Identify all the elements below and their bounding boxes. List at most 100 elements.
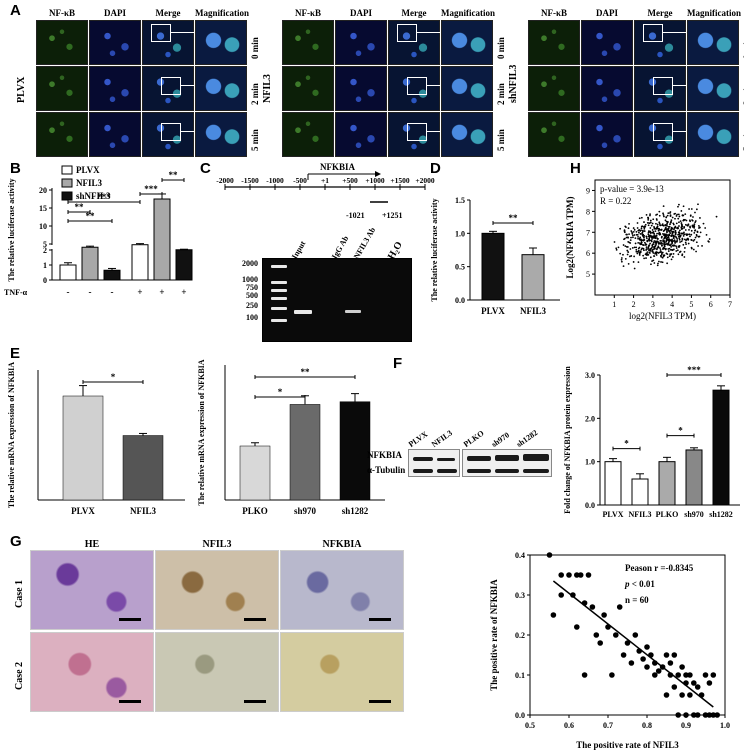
tnf-sign: -	[89, 287, 92, 297]
western-band	[437, 469, 457, 473]
scatter-point	[656, 247, 658, 250]
scatter-point	[570, 592, 576, 598]
scatter-point	[630, 255, 633, 257]
scatter-point	[673, 244, 676, 247]
scatter-point	[662, 232, 664, 235]
scatter-point	[631, 232, 634, 235]
scatter-point	[629, 248, 632, 250]
western-band	[523, 469, 549, 473]
scatter-point	[633, 234, 636, 236]
bar	[289, 404, 321, 501]
scatter-point	[674, 217, 676, 220]
scatter-point	[649, 242, 651, 245]
ihc-column-header: HE	[84, 539, 100, 550]
scatter-point	[668, 233, 671, 236]
scatter-point	[639, 233, 642, 235]
microscopy-image	[142, 112, 194, 157]
column-header: DAPI	[596, 8, 618, 18]
microscopy-image	[634, 66, 686, 111]
scatter-point	[622, 265, 625, 268]
scatter-point	[620, 652, 627, 658]
y-tick-label: 1	[43, 261, 47, 270]
scatter-point	[701, 245, 703, 247]
microscopy-image	[581, 20, 633, 65]
x-tick-label: 6	[709, 300, 713, 309]
group-label: shNFIL3	[508, 64, 519, 103]
scatter-point	[655, 254, 658, 256]
scale-bar	[119, 700, 141, 703]
ladder-size-label: 250	[246, 301, 258, 310]
scatter-point	[581, 600, 588, 606]
western-lane-label: sh970	[489, 430, 512, 449]
scatter-point	[648, 249, 650, 252]
scatter-point	[692, 248, 695, 251]
scatter-point	[665, 216, 668, 218]
scatter-point	[673, 227, 676, 230]
scatter-point	[662, 205, 665, 208]
scatter-point	[670, 245, 673, 248]
microscopy-image	[581, 112, 633, 157]
zoom-connector	[416, 32, 442, 33]
scatter-point	[658, 222, 661, 225]
scatter-point	[668, 255, 671, 257]
scatter-point	[663, 652, 670, 658]
scatter-point	[681, 237, 684, 240]
scatter-point	[666, 214, 669, 217]
microscopy-image	[89, 20, 141, 65]
significance-label: ***	[687, 365, 701, 375]
x-tick-label: NFIL3	[130, 506, 157, 516]
x-tick-label: 0.7	[603, 721, 613, 730]
scatter-point	[675, 672, 681, 678]
scatter-point	[683, 680, 689, 686]
zoom-connector	[426, 85, 442, 86]
scatter-point	[645, 237, 648, 240]
scatter-point	[696, 230, 699, 233]
scatter-point	[676, 213, 678, 216]
scatter-point	[656, 227, 659, 230]
zoom-connector	[662, 32, 688, 33]
scatter-point	[668, 225, 671, 228]
ihc-image	[280, 550, 404, 630]
scatter-point	[644, 664, 650, 670]
scatter-point	[647, 245, 650, 248]
bar	[103, 269, 121, 281]
scatter-point	[666, 256, 669, 259]
scatter-point	[690, 208, 693, 210]
scatter-point	[574, 624, 580, 630]
scatter-point	[676, 249, 679, 252]
x-tick-label: 2	[632, 300, 636, 309]
zoom-box	[653, 123, 673, 141]
scatter-point	[666, 222, 669, 225]
legend-label: PLVX	[76, 165, 100, 175]
scatter-point	[708, 238, 711, 240]
scatter-point	[627, 240, 630, 243]
scatter-point	[655, 242, 657, 245]
scatter-point	[672, 222, 675, 225]
scatter-point	[636, 648, 642, 654]
ladder-size-label: 100	[246, 313, 258, 322]
scatter-point	[652, 241, 655, 244]
tnf-sign: -	[111, 287, 114, 297]
panel-b-chart: 0 1 25 10 15 20 The relative luciferase activi…	[4, 165, 193, 297]
microscopy-image	[89, 112, 141, 157]
panel-label-c: C	[200, 160, 211, 177]
scatter-point	[689, 235, 691, 238]
scatter-points	[613, 203, 718, 270]
scatter-point	[652, 237, 655, 239]
scatter-point	[632, 230, 635, 233]
y-tick-label: 0.0	[515, 711, 525, 720]
scatter-point	[635, 250, 638, 253]
scatter-point	[633, 246, 636, 249]
input-band	[294, 310, 312, 314]
scatter-point	[677, 235, 680, 238]
bar	[239, 445, 271, 501]
scatter-point	[670, 228, 673, 231]
scatter-point	[667, 672, 674, 678]
scatter-point	[682, 219, 685, 222]
zoom-connector	[170, 32, 196, 33]
ihc-image	[30, 632, 154, 712]
scatter-point	[643, 241, 646, 244]
scatter-point	[710, 672, 717, 678]
scatter-point	[622, 253, 624, 256]
ihc-image	[155, 550, 279, 630]
